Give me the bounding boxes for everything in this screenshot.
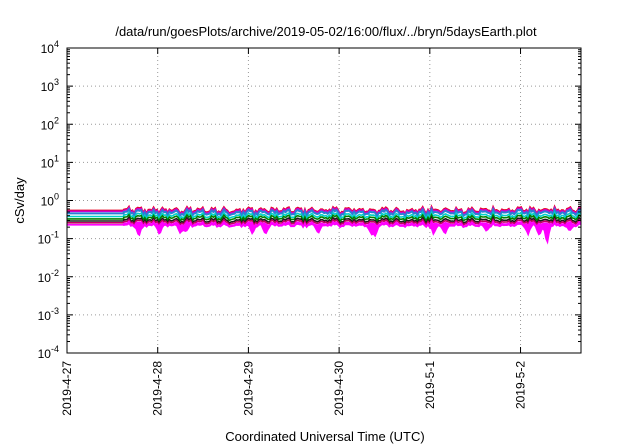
y-tick-label: 104 [41, 39, 59, 56]
y-tick-base: 10 [38, 347, 52, 361]
y-tick-base: 10 [41, 42, 55, 56]
y-tick-exp: 1 [54, 153, 59, 163]
y-axis-label: cSv/day [12, 177, 27, 224]
chart-title: /data/run/goesPlots/archive/2019-05-02/1… [115, 24, 537, 39]
y-tick-base: 10 [41, 156, 55, 170]
x-tick-label: 2019-5-2 [514, 361, 528, 409]
y-tick-exp: 0 [54, 192, 59, 202]
grid [67, 48, 581, 353]
series-line [67, 212, 582, 224]
x-tick-label: 2019-4-30 [332, 361, 346, 416]
series-line [67, 210, 582, 222]
y-tick-base: 10 [38, 233, 52, 247]
y-tick-exp: 3 [54, 77, 59, 87]
y-tick-exp: 4 [54, 39, 59, 49]
y-tick-label: 101 [41, 153, 59, 170]
x-tick-label: 2019-5-1 [423, 361, 437, 409]
y-tick-base: 10 [38, 271, 52, 285]
plot-area [67, 204, 582, 245]
y-tick-base: 10 [41, 195, 55, 209]
y-tick-label: 10-4 [38, 344, 59, 361]
y-tick-label: 103 [41, 77, 59, 94]
x-axis-label: Coordinated Universal Time (UTC) [225, 429, 424, 444]
x-tick-label: 2019-4-29 [241, 361, 255, 416]
y-tick-base: 10 [38, 309, 52, 323]
series-line [67, 205, 582, 217]
x-tick-label: 2019-4-28 [151, 361, 165, 416]
y-tick-exp: -3 [51, 306, 59, 316]
y-tick-base: 10 [41, 118, 55, 132]
y-tick-base: 10 [41, 80, 55, 94]
series-line [67, 217, 582, 227]
series-line [67, 215, 582, 226]
series-line [67, 206, 582, 219]
y-tick-exp: -2 [51, 268, 59, 278]
x-tick-label: 2019-4-27 [60, 361, 74, 416]
y-tick-label: 10-2 [38, 268, 59, 285]
y-tick-exp: 2 [54, 115, 59, 125]
y-tick-label: 10-1 [38, 230, 59, 247]
y-tick-exp: -4 [51, 344, 59, 354]
y-tick-label: 10-3 [38, 306, 59, 323]
axis-ticks: 10-410-310-210-11001011021031042019-4-27… [38, 39, 581, 416]
y-tick-exp: -1 [51, 230, 59, 240]
series-line [67, 219, 582, 229]
y-tick-label: 102 [41, 115, 59, 132]
y-tick-label: 100 [41, 192, 59, 209]
